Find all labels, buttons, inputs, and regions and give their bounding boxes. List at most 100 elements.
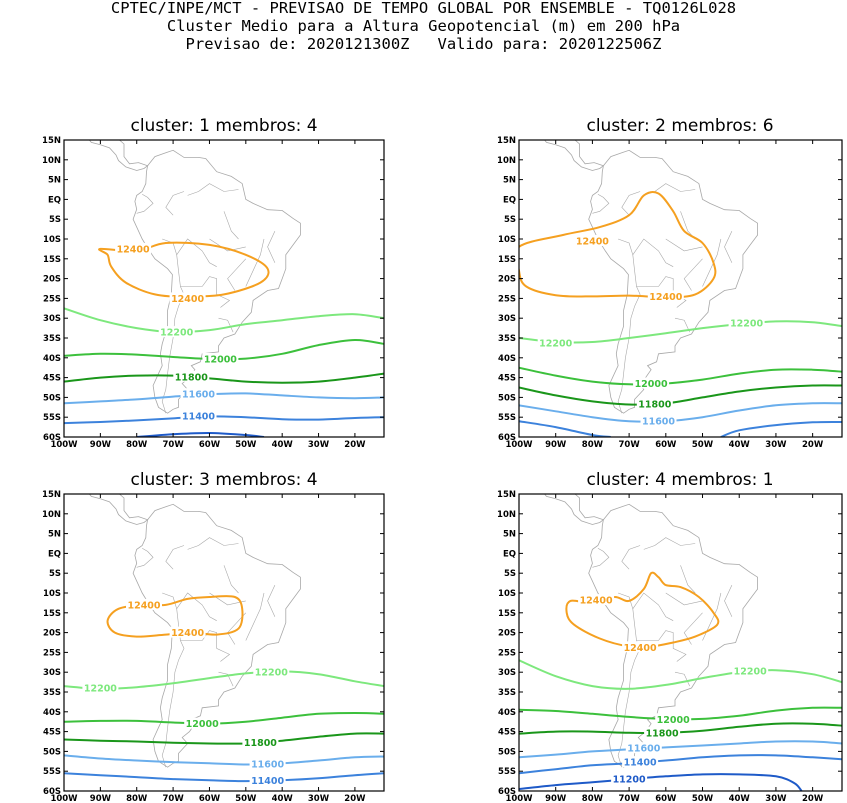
figure-title-line-3: Previsao de: 2020121300Z Valido para: 20… bbox=[185, 35, 662, 53]
lon-tick-label: 80W bbox=[126, 794, 148, 803]
contour-label: 11800 bbox=[646, 728, 679, 739]
lat-tick-label: EQ bbox=[48, 549, 61, 559]
lat-tick-label: 25S bbox=[498, 648, 516, 658]
lat-tick-label: 30S bbox=[498, 314, 516, 324]
contour-11400 bbox=[64, 415, 384, 425]
lat-tick-label: 45S bbox=[43, 728, 61, 738]
lat-tick-label: 45S bbox=[498, 728, 516, 738]
country-border bbox=[617, 592, 674, 621]
lat-tick-label: 30S bbox=[43, 314, 61, 324]
lon-tick-label: 70W bbox=[618, 440, 640, 450]
map-panel: cluster: 2 membros: 6 12400 12400 12200 1220… bbox=[497, 116, 843, 450]
contour-12200 bbox=[64, 307, 384, 334]
lon-tick-label: 40W bbox=[729, 794, 751, 803]
lon-tick-label: 70W bbox=[162, 794, 184, 803]
contour-11400 bbox=[720, 420, 842, 437]
country-border bbox=[218, 671, 234, 687]
central-america-coastline bbox=[88, 140, 149, 171]
country-border bbox=[267, 230, 276, 263]
country-border bbox=[201, 630, 231, 662]
central-america-coastline bbox=[544, 140, 605, 171]
lat-tick-label: 35S bbox=[498, 334, 516, 344]
lon-tick-label: 20W bbox=[802, 794, 824, 803]
lat-tick-label: 15S bbox=[498, 609, 516, 619]
contour-label: 11400 bbox=[624, 758, 657, 769]
lat-tick-label: 25S bbox=[43, 648, 61, 658]
lon-tick-label: 90W bbox=[90, 440, 112, 450]
lat-tick-label: 20S bbox=[498, 629, 516, 639]
contour-label: 11400 bbox=[251, 776, 284, 787]
lat-tick-label: 25S bbox=[43, 294, 61, 304]
map-frame bbox=[63, 139, 385, 438]
contour-11800 bbox=[64, 732, 384, 745]
panel-title: cluster: 1 membros: 4 bbox=[130, 116, 317, 136]
contour-label: 11400 bbox=[182, 412, 215, 423]
contour-11800 bbox=[519, 384, 842, 406]
contour-label: 12000 bbox=[635, 379, 668, 390]
lon-tick-label: 90W bbox=[90, 794, 112, 803]
lat-tick-label: 55S bbox=[43, 413, 61, 423]
lat-tick-label: EQ bbox=[503, 195, 516, 205]
contour-label: 12200 bbox=[84, 684, 117, 695]
contour-11200 bbox=[136, 431, 265, 437]
lat-tick-label: 15N bbox=[42, 490, 61, 500]
lon-tick-label: 50W bbox=[692, 794, 714, 803]
lon-tick-label: 100W bbox=[505, 440, 533, 450]
south-america-coastline bbox=[132, 149, 301, 414]
lon-tick-label: 100W bbox=[50, 794, 78, 803]
contour-12000 bbox=[519, 366, 842, 386]
lon-tick-label: 40W bbox=[272, 440, 294, 450]
country-border bbox=[161, 640, 185, 768]
lat-tick-label: 15S bbox=[43, 255, 61, 265]
lon-tick-label: 60W bbox=[655, 794, 677, 803]
panel-title: cluster: 4 membros: 1 bbox=[586, 470, 773, 490]
contour-label: 11200 bbox=[613, 775, 646, 786]
lon-tick-label: 30W bbox=[308, 440, 330, 450]
lon-tick-label: 70W bbox=[162, 440, 184, 450]
lat-tick-label: 55S bbox=[498, 413, 516, 423]
lat-tick-label: 15S bbox=[498, 255, 516, 265]
country-border bbox=[702, 238, 722, 287]
country-border bbox=[136, 548, 154, 568]
lon-tick-label: 20W bbox=[344, 440, 366, 450]
lat-tick-label: 40S bbox=[498, 708, 516, 718]
central-america-coastline bbox=[88, 494, 149, 525]
lat-tick-label: 10S bbox=[498, 235, 516, 245]
lat-tick-label: EQ bbox=[48, 195, 61, 205]
lat-tick-label: 10N bbox=[497, 156, 516, 166]
contour-11800 bbox=[519, 722, 842, 735]
contour-label: 12200 bbox=[539, 338, 572, 349]
contour-12000 bbox=[64, 711, 384, 725]
contour-label: 11600 bbox=[642, 417, 675, 428]
lat-tick-label: 15N bbox=[497, 136, 516, 146]
figure-title-line-2: Cluster Medio para a Altura Geopotencial… bbox=[166, 17, 681, 35]
lat-tick-label: 60S bbox=[498, 787, 516, 797]
lon-tick-label: 30W bbox=[308, 794, 330, 803]
lat-tick-label: 25S bbox=[498, 294, 516, 304]
contour-11400 bbox=[519, 754, 842, 775]
country-border bbox=[187, 537, 239, 550]
lat-tick-label: 15S bbox=[43, 609, 61, 619]
lat-tick-label: 10S bbox=[43, 235, 61, 245]
contour-label: 11800 bbox=[638, 400, 671, 411]
lat-tick-label: 5S bbox=[49, 215, 61, 225]
country-border bbox=[658, 630, 687, 662]
contour-label: 12200 bbox=[255, 667, 288, 678]
country-border bbox=[658, 276, 687, 308]
country-border bbox=[209, 238, 246, 252]
contour-label: 12400 bbox=[171, 294, 204, 305]
map-area: 12400 12400 12200 12000 11800 11600 11400 bbox=[64, 140, 384, 437]
lat-tick-label: 5N bbox=[48, 176, 61, 186]
contour-12400 bbox=[106, 595, 244, 638]
lon-tick-label: 30W bbox=[765, 794, 787, 803]
country-border bbox=[683, 258, 703, 291]
lat-tick-label: 50S bbox=[43, 393, 61, 403]
lat-tick-label: 45S bbox=[498, 374, 516, 384]
country-border bbox=[223, 211, 239, 240]
lon-tick-label: 40W bbox=[272, 794, 294, 803]
country-border bbox=[617, 238, 674, 267]
contour-label: 12400 bbox=[127, 600, 160, 611]
contour-11600 bbox=[64, 392, 384, 405]
lon-tick-label: 50W bbox=[235, 440, 257, 450]
